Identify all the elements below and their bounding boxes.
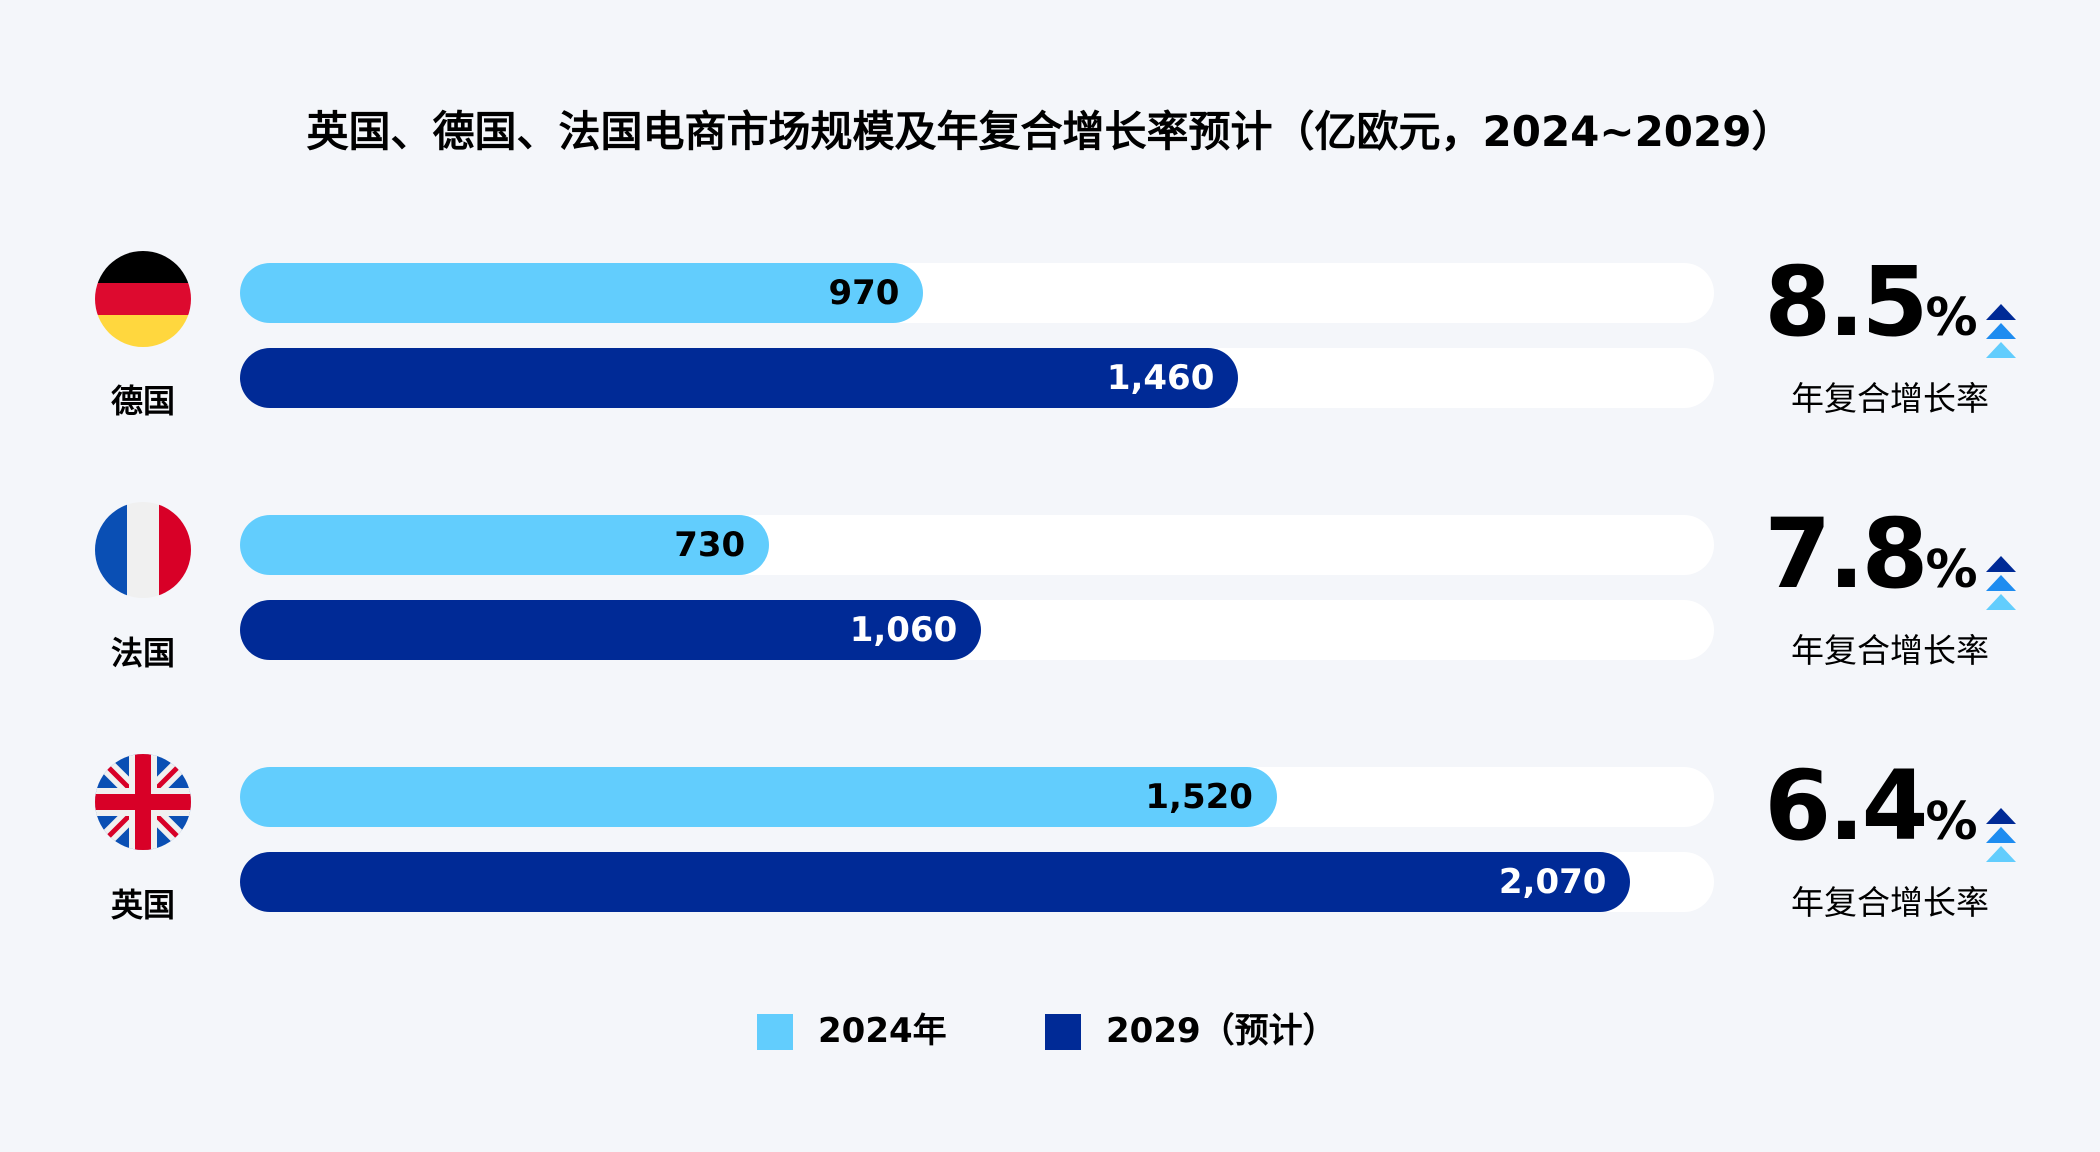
bar-2029: 2,070: [240, 852, 1631, 912]
uk-flag-icon: [95, 754, 191, 850]
category-label-germany: 德国: [110, 382, 175, 420]
triple-up-arrow-icon: [1985, 303, 2016, 358]
category-label-uk: 英国: [110, 886, 175, 924]
bar-2024: 1,520: [240, 767, 1277, 827]
germany-flag-icon: [95, 251, 191, 347]
triple-up-arrow-icon: [1985, 807, 2016, 862]
bar-data-label: 1,460: [1106, 358, 1215, 398]
legend-label-2024: 2024年: [818, 1011, 947, 1051]
bar-2024: 730: [240, 515, 770, 575]
bar-data-label: 730: [674, 525, 746, 565]
bar-data-label: 1,520: [1145, 777, 1253, 817]
cagr-label: 年复合增长率: [1791, 882, 1989, 922]
cagr-unit: %: [1925, 792, 1978, 852]
bar-2024: 970: [240, 263, 924, 323]
cagr-value: 7.8: [1764, 498, 1928, 610]
cagr-value: 8.5: [1764, 246, 1928, 358]
bar-2029: 1,060: [240, 600, 982, 660]
bar-track: 1,060: [240, 600, 1714, 660]
bar-track: 730: [240, 515, 1714, 575]
category-label-france: 法国: [110, 634, 175, 672]
cagr-unit: %: [1925, 540, 1978, 600]
legend-swatch-2024: [757, 1014, 793, 1050]
cagr-unit: %: [1925, 288, 1978, 348]
bar-2029: 1,460: [240, 348, 1239, 408]
bar-track: 970: [240, 263, 1714, 323]
france-flag-icon: [95, 502, 191, 598]
bar-track: 1,520: [240, 767, 1714, 827]
bar-track: 1,460: [240, 348, 1714, 408]
bar-track: 2,070: [240, 852, 1714, 912]
bar-data-label: 1,060: [849, 610, 958, 650]
legend-label-2029: 2029（预计）: [1106, 1011, 1337, 1051]
bar-data-label: 970: [828, 273, 900, 313]
chart-title: 英国、德国、法国电商市场规模及年复合增长率预计（亿欧元，2024~2029）: [306, 107, 1794, 156]
bar-data-label: 2,070: [1498, 862, 1607, 902]
cagr-label: 年复合增长率: [1791, 630, 1989, 670]
cagr-label: 年复合增长率: [1791, 378, 1989, 418]
cagr-block: 6.4% 年复合增长率: [1740, 756, 2040, 924]
cagr-value: 6.4: [1764, 750, 1928, 862]
triple-up-arrow-icon: [1985, 555, 2016, 610]
cagr-block: 8.5% 年复合增长率: [1740, 252, 2040, 420]
legend-swatch-2029: [1045, 1014, 1081, 1050]
cagr-block: 7.8% 年复合增长率: [1740, 504, 2040, 672]
